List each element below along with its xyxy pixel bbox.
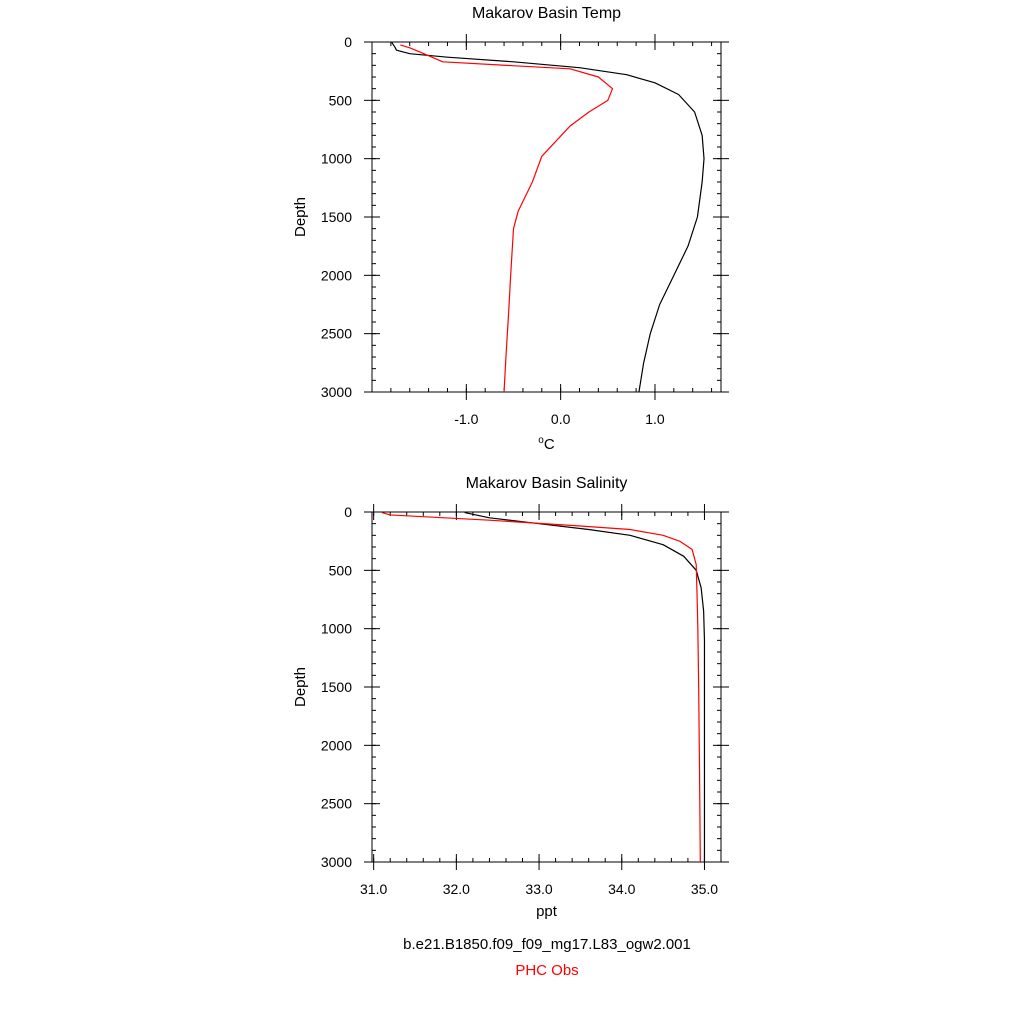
salinity-obs-line: [381, 512, 701, 863]
temperature-x-tick-label: 1.0: [645, 411, 665, 427]
salinity-title: Makarov Basin Salinity: [466, 475, 628, 492]
temperature-y-tick-label: 1000: [321, 151, 352, 167]
salinity-x-tick-label: 33.0: [525, 881, 552, 897]
temperature-y-tick-label: 2500: [321, 326, 352, 342]
legend-obs-label: PHC Obs: [515, 962, 579, 979]
temperature-xlabel-degree: o: [538, 435, 544, 446]
salinity-y-tick-label: 1500: [321, 679, 352, 695]
temperature-plot-area: 0 500 1000 1500 2000 2500 3000 -1.0 0.0 1.0: [321, 34, 729, 427]
salinity-y-tick-label: 1000: [321, 621, 352, 637]
salinity-y-tick-label: 2000: [321, 737, 352, 753]
salinity-x-tick-label: 35.0: [691, 881, 718, 897]
salinity-y-tick-label: 500: [329, 562, 353, 578]
salinity-panel: Makarov Basin Salinity 0 500 1000 1500 2000 2…: [292, 475, 729, 920]
legend-model-label: b.e21.B1850.f09_f09_mg17.L83_ogw2.001: [403, 936, 691, 953]
salinity-xlabel: ppt: [536, 903, 558, 920]
salinity-ylabel: Depth: [292, 667, 309, 707]
temperature-obs-line: [400, 44, 614, 393]
salinity-y-tick-label: 3000: [321, 854, 352, 870]
temperature-xlabel: oC: [538, 435, 555, 453]
temperature-y-tick-label: 3000: [321, 384, 352, 400]
temperature-x-tick-label: 0.0: [551, 411, 571, 427]
temperature-y-tick-label: 0: [344, 34, 352, 50]
temperature-title: Makarov Basin Temp: [472, 5, 621, 22]
temperature-y-tick-label: 1500: [321, 209, 352, 225]
temperature-y-tick-label: 2000: [321, 267, 352, 283]
salinity-plot-area: 0 500 1000 1500 2000 2500 3000 31.0 32.0 33.0 34.0…: [321, 504, 729, 897]
temperature-ylabel: Depth: [292, 197, 309, 237]
salinity-x-tick-label: 32.0: [443, 881, 470, 897]
temperature-x-tick-label: -1.0: [454, 411, 478, 427]
salinity-x-tick-label: 31.0: [360, 881, 387, 897]
temperature-plot-border: [371, 41, 722, 393]
salinity-x-tick-label: 34.0: [608, 881, 635, 897]
salinity-y-tick-label: 2500: [321, 796, 352, 812]
salinity-plot-border: [371, 511, 722, 863]
temperature-xlabel-unit: C: [544, 436, 555, 453]
temperature-model-line: [391, 42, 705, 393]
temperature-panel: Makarov Basin Temp 0 500 1000 1500 2000 2500 3…: [292, 5, 729, 453]
salinity-y-tick-label: 0: [344, 504, 352, 520]
temperature-y-tick-label: 500: [329, 92, 353, 108]
salinity-model-line: [464, 511, 706, 862]
